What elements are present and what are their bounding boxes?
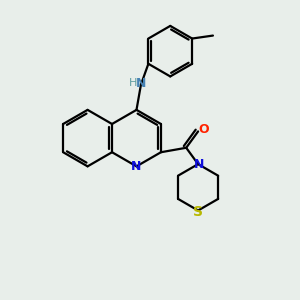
Text: S: S	[193, 205, 203, 219]
Text: N: N	[131, 160, 142, 173]
Text: N: N	[136, 76, 146, 90]
Text: O: O	[198, 123, 209, 136]
Text: N: N	[194, 158, 204, 171]
Text: H: H	[128, 78, 137, 88]
